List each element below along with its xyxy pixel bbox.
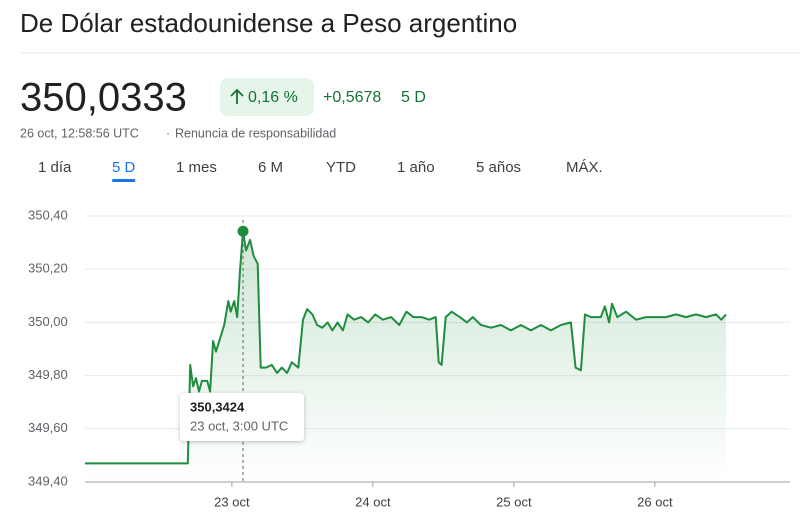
y-tick-label: 349,40 [28,473,68,488]
y-tick-label: 350,20 [28,261,68,276]
tab[interactable]: 5 D [112,159,136,176]
tooltip [180,393,304,441]
change-chip [220,78,314,116]
tab[interactable]: 5 años [476,159,521,176]
tab[interactable]: 1 año [397,159,435,176]
tab[interactable]: YTD [326,159,356,176]
x-tick-label: 25 oct [496,494,532,509]
change-period: 5 D [401,89,426,106]
disclaimer-link[interactable]: Renuncia de responsabilidad [175,126,336,140]
tab[interactable]: 1 mes [176,159,217,176]
change-value: +0,5678 [323,89,381,106]
price: 350,0333 [20,76,187,120]
separator: · [166,126,170,140]
price-line [85,230,727,465]
x-tick-label: 26 oct [637,494,673,509]
hover-dot [237,225,249,237]
tab[interactable]: MÁX. [566,159,603,176]
y-tick-label: 349,60 [28,420,68,435]
tab[interactable]: 1 día [38,159,72,176]
tooltip-value: 350,3424 [190,399,245,414]
change-percent: 0,16 % [248,89,298,106]
tooltip-time: 23 oct, 3:00 UTC [190,418,288,433]
x-tick-label: 24 oct [355,494,391,509]
y-tick-label: 350,40 [28,207,68,222]
y-tick-label: 350,00 [28,314,68,329]
y-tick-label: 349,80 [28,367,68,382]
tabs: 1 día 5 D 1 mes 6 M YTD 1 año 5 años MÁX. [38,159,603,182]
tab[interactable]: 6 M [258,159,283,176]
up-arrow [230,88,244,104]
title: De Dólar estadounidense a Peso argentino [20,8,517,38]
timestamp: 26 oct, 12:58:56 UTC [20,126,139,140]
tab-underline [112,179,136,182]
x-tick-label: 23 oct [214,494,250,509]
chart: 349,40 349,60 349,80 350,00 350,20 350,40 23 o… [28,207,790,509]
